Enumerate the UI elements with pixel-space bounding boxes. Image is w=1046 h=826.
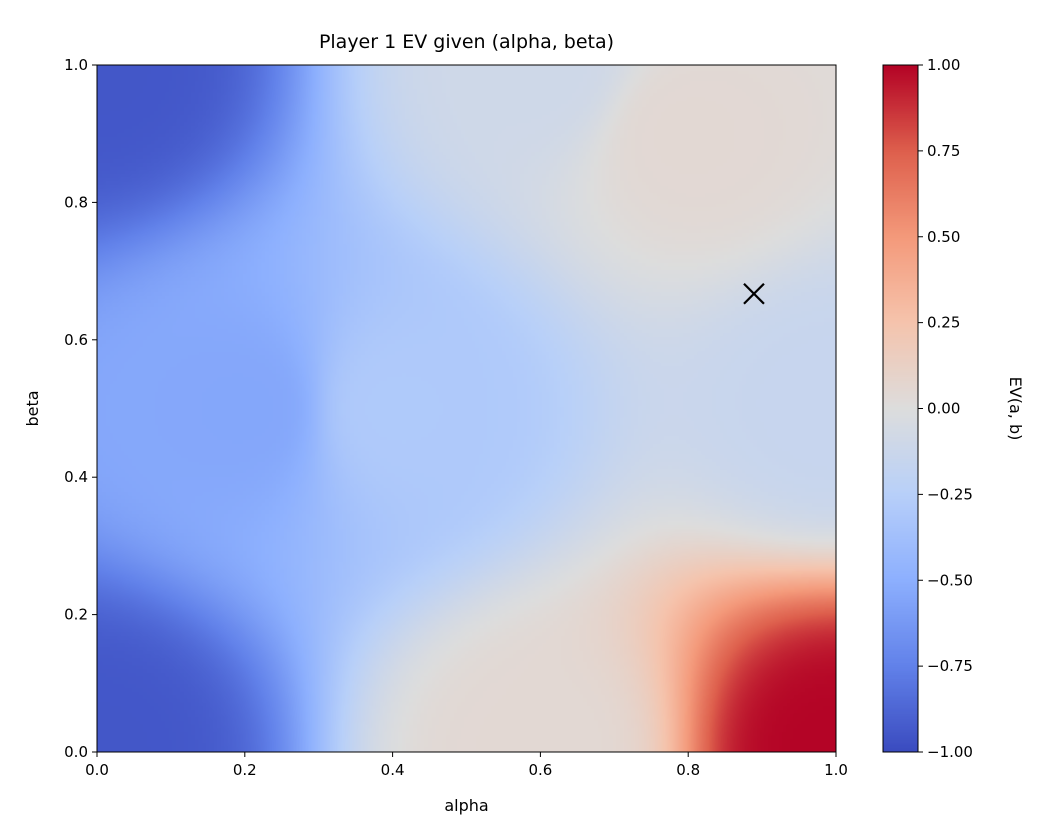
colorbar-tick-label: 1.00 bbox=[927, 56, 960, 74]
plot-frame bbox=[96, 64, 837, 753]
chart-title: Player 1 EV given (alpha, beta) bbox=[319, 31, 614, 53]
marker-stroke bbox=[743, 282, 765, 305]
x-axis-ticks: 0.0 0.2 0.4 0.6 0.8 1.0 bbox=[85, 752, 848, 779]
colorbar-tick-label: −1.00 bbox=[927, 743, 973, 761]
x-tick-label: 0.0 bbox=[85, 761, 109, 779]
colorbar-ticks: −1.00 −0.75 −0.50 −0.25 0.00 0.25 0.50 0.75 1.00 bbox=[918, 56, 973, 761]
x-tick-label: 0.4 bbox=[381, 761, 405, 779]
y-tick-label: 0.8 bbox=[64, 193, 88, 211]
y-axis-ticks: 0.0 0.2 0.4 0.6 0.8 1.0 bbox=[64, 56, 97, 761]
x-tick-label: 0.8 bbox=[676, 761, 700, 779]
colorbar-tick-label: 0.75 bbox=[927, 142, 960, 160]
colorbar-tick-label: −0.75 bbox=[927, 657, 973, 675]
colorbar-label: EV(a, b) bbox=[1006, 377, 1025, 441]
y-tick-label: 0.6 bbox=[64, 331, 88, 349]
colorbar-tick-label: 0.50 bbox=[927, 228, 960, 246]
x-tick-label: 1.0 bbox=[824, 761, 848, 779]
y-tick-label: 0.0 bbox=[64, 743, 88, 761]
heatmap-area bbox=[97, 65, 836, 752]
x-tick-label: 0.6 bbox=[528, 761, 552, 779]
y-tick-label: 1.0 bbox=[64, 56, 88, 74]
colorbar-gradient bbox=[883, 65, 918, 752]
x-tick-label: 0.2 bbox=[233, 761, 257, 779]
colorbar-tick-label: −0.25 bbox=[927, 485, 973, 503]
x-axis-label: alpha bbox=[444, 796, 488, 815]
colorbar-tick-label: 0.25 bbox=[927, 314, 960, 332]
colorbar-tick-label: 0.00 bbox=[927, 400, 960, 418]
y-axis-label: beta bbox=[23, 390, 42, 426]
heatmap-image bbox=[97, 65, 836, 752]
colorbar: −1.00 −0.75 −0.50 −0.25 0.00 0.25 0.50 0.75 1.00… bbox=[882, 56, 1025, 761]
ev-marker bbox=[743, 282, 765, 305]
y-tick-label: 0.2 bbox=[64, 606, 88, 624]
y-tick-label: 0.4 bbox=[64, 468, 88, 486]
colorbar-tick-label: −0.50 bbox=[927, 571, 973, 589]
